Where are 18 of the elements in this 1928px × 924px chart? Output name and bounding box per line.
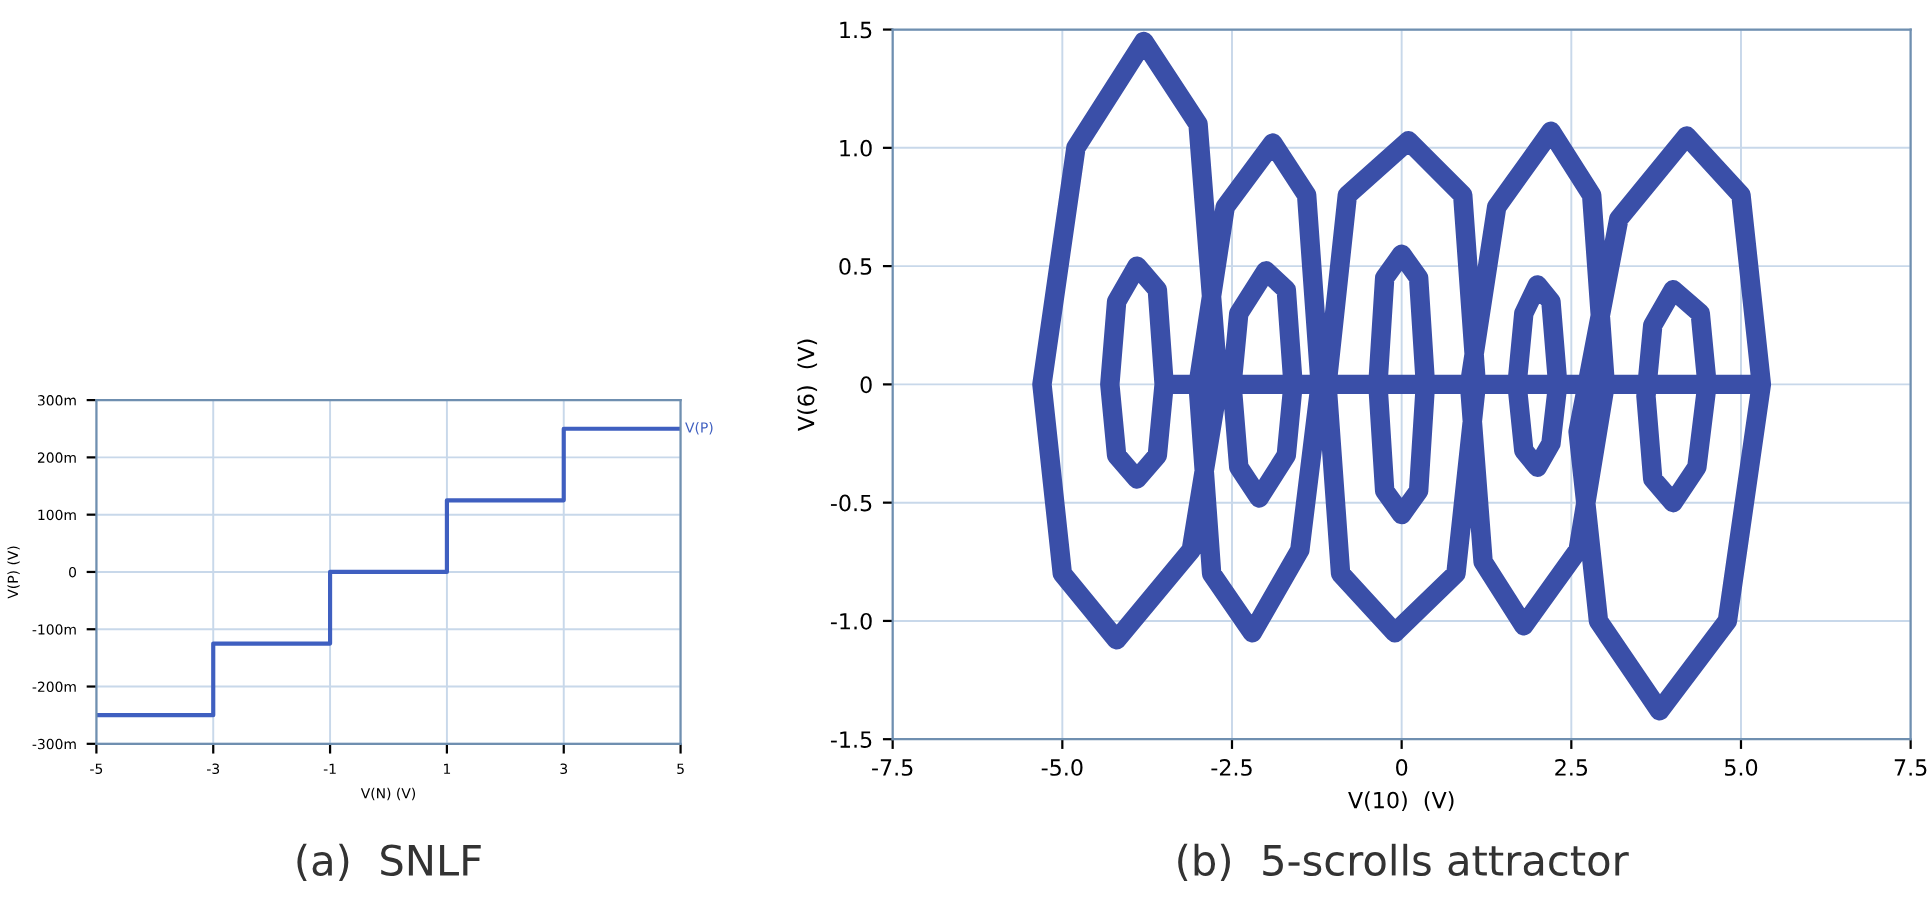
y-tick-label: -1.5 <box>830 731 872 748</box>
text: (a) SNLF <box>297 843 481 881</box>
x-tick-label: -7.5 <box>872 759 913 776</box>
y-tick-label: 0.5 <box>839 258 872 275</box>
y-tick-label: 0 <box>860 376 872 394</box>
x-tick-label: 0 <box>1396 759 1408 776</box>
text: (b) 5-scrolls attractor <box>1178 843 1629 881</box>
y-tick-label: 1.5 <box>840 21 872 39</box>
y-tick-label: -1.0 <box>830 612 872 630</box>
x-tick-label: -2.5 <box>1211 759 1252 776</box>
y-axis-title: V(6) (V) <box>797 339 818 431</box>
x-tick-label: 5.0 <box>1725 759 1758 776</box>
x-tick-label: 2.5 <box>1555 759 1588 776</box>
y-tick-label: -0.5 <box>830 494 872 512</box>
x-tick-label: 7.5 <box>1894 759 1927 776</box>
x-tick-label: -5.0 <box>1041 759 1083 776</box>
x-axis-title: V(10) (V) <box>1348 791 1454 812</box>
y-tick-label: 1.0 <box>840 139 872 157</box>
